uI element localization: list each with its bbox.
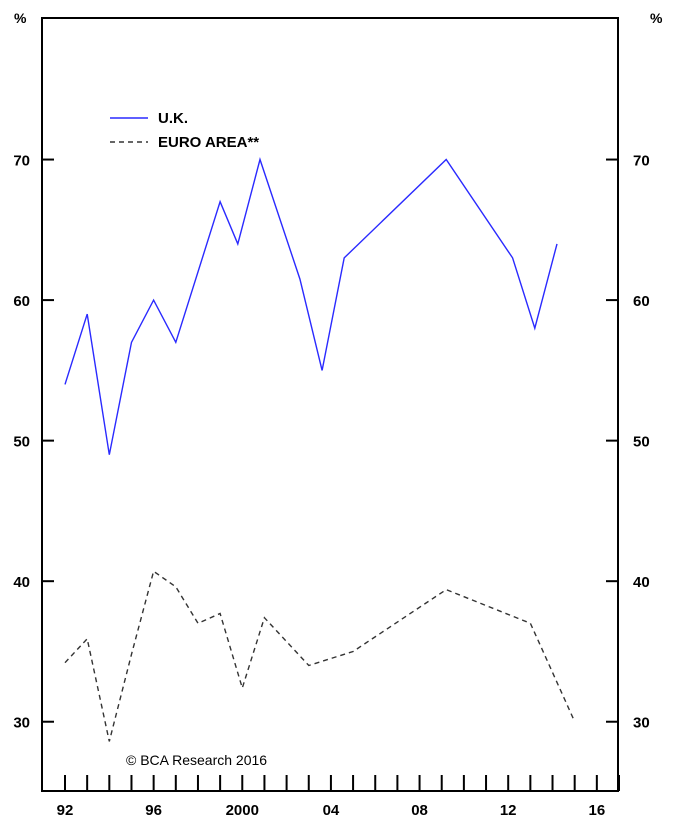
data-point-series-1 [197, 623, 198, 624]
plot-frame [41, 17, 619, 792]
data-point-series-1 [175, 586, 176, 587]
x-tick-label: 04 [323, 802, 340, 819]
data-point-series-1 [446, 589, 447, 590]
legend: U.K. EURO AREA** [110, 110, 259, 151]
y-tick-label-left: 60 [13, 293, 30, 310]
y-tick-label-left: 50 [13, 434, 30, 451]
data-point-series-1 [109, 741, 110, 742]
y-tick-label-right: 60 [633, 293, 650, 310]
y-tick-label-left: 40 [13, 574, 30, 591]
y-tick-label-right: 40 [633, 574, 650, 591]
y-tick-label-right: 70 [633, 153, 650, 170]
data-point-series-0 [237, 243, 238, 244]
series-line-1 [64, 570, 576, 742]
y-tick-label-left: 30 [13, 715, 30, 732]
data-point-series-0 [131, 342, 132, 343]
data-point-series-0 [299, 278, 300, 279]
y-tick-label-right: 50 [633, 434, 650, 451]
legend-label-euro-area: EURO AREA** [158, 134, 259, 151]
data-point-series-1 [308, 665, 309, 666]
x-tick-label: 08 [411, 802, 428, 819]
x-tick-label: 92 [57, 802, 74, 819]
data-point-series-1 [242, 687, 243, 688]
y-unit-label-left: % [14, 10, 27, 26]
data-point-series-0 [87, 314, 88, 315]
data-point-series-0 [321, 370, 322, 371]
x-tick-label: 12 [500, 802, 517, 819]
data-point-series-1 [131, 654, 132, 655]
data-point-series-1 [530, 623, 531, 624]
data-point-series-1 [574, 721, 575, 722]
data-point-series-1 [153, 571, 154, 572]
data-point-series-0 [512, 257, 513, 258]
series-layer [64, 157, 576, 742]
data-point-series-0 [344, 257, 345, 258]
y-unit-label-right: % [650, 10, 663, 26]
data-point-series-1 [352, 651, 353, 652]
data-point-series-0 [556, 243, 557, 244]
credit-annotation: © BCA Research 2016 [126, 752, 267, 768]
data-point-series-1 [87, 638, 88, 639]
data-point-series-0 [153, 299, 154, 300]
y-tick-label-right: 30 [633, 715, 650, 732]
data-point-series-1 [64, 662, 65, 663]
data-point-series-1 [220, 613, 221, 614]
data-point-series-0 [534, 328, 535, 329]
data-point-series-0 [220, 201, 221, 202]
axes: 30 30 40 40 50 50 60 60 70 70 92 96 2000 04 08 12 16 [13, 153, 649, 819]
data-point-series-0 [259, 159, 260, 160]
data-point-series-0 [64, 384, 65, 385]
series-line-0 [64, 157, 558, 455]
data-point-series-0 [175, 342, 176, 343]
data-point-series-1 [264, 617, 265, 618]
y-tick-label-left: 70 [13, 153, 30, 170]
x-tick-label: 16 [588, 802, 605, 819]
data-point-series-0 [109, 454, 110, 455]
data-point-series-0 [446, 159, 447, 160]
x-tick-label: 2000 [226, 802, 259, 819]
x-tick-label: 96 [145, 802, 162, 819]
legend-label-uk: U.K. [158, 110, 188, 127]
